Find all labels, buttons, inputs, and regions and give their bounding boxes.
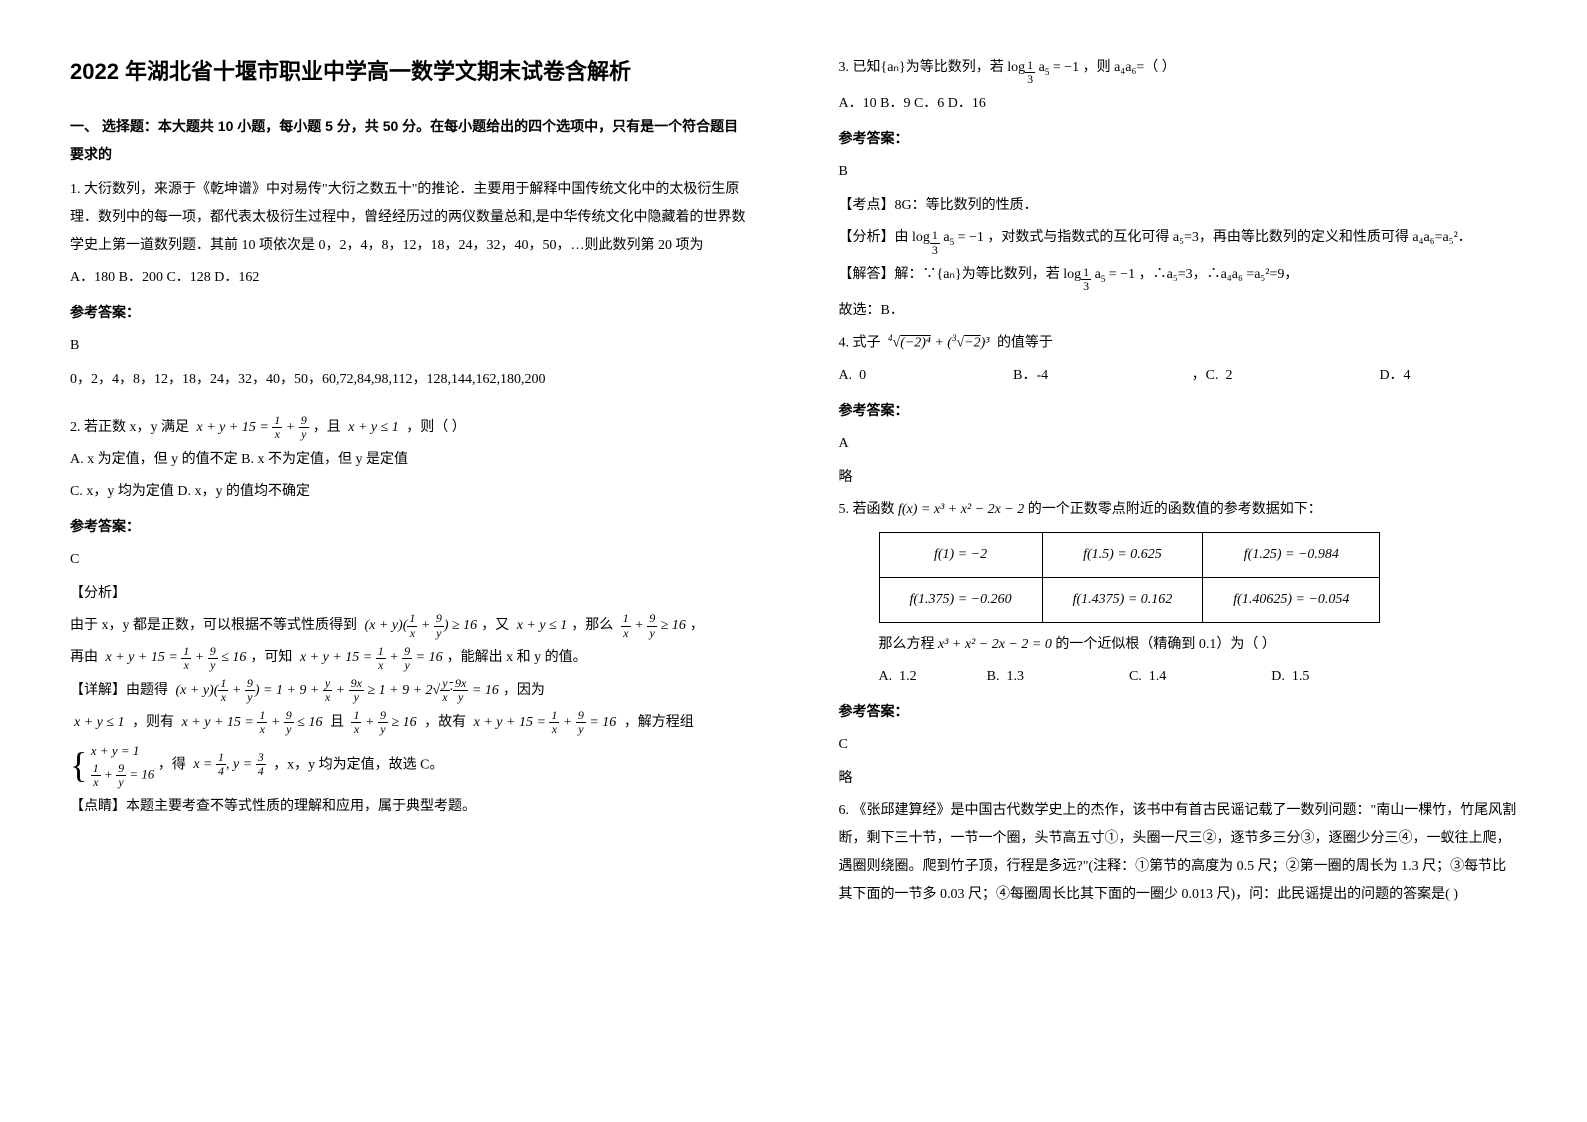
section-1-head: 一、 选择题：本大题共 10 小题，每小题 5 分，共 50 分。在每小题给出的… [70,112,749,168]
q4-options: A. 0 B．-4 ，C. 2 D．4 [839,362,1518,390]
q4-stem: 4. 式子 4√(−2)⁴ + (3√−2)³ 的值等于 [839,329,1518,358]
q2-detail-2: x + y ≤ 1 ，则有 x + y + 15 = 1x + 9y ≤ 16 … [70,709,749,737]
q3-answer: B [839,158,1518,186]
q2-answer-label: 参考答案： [70,512,749,540]
cell-r1c1: f(1) = −2 [879,532,1042,577]
q5-stem: 5. 若函数 f(x) = x³ + x² − 2x − 2 的一个正数零点附近… [839,496,1518,524]
q1-text: 1. 大衍数列，来源于《乾坤谱》中对易传"大衍之数五十"的推论．主要用于解释中国… [70,176,749,260]
exam-title: 2022 年湖北省十堰市职业中学高一数学文期末试卷含解析 [70,50,749,94]
cell-r2c1: f(1.375) = −0.260 [879,577,1042,622]
q5-fx: f(x) = x³ + x² − 2x − 2 [898,502,1024,517]
q1-options: A．180 B．200 C．128 D．162 [70,264,749,292]
q5-answer: C [839,731,1518,759]
q5-expl: 略 [839,765,1518,793]
q4-answer: A [839,430,1518,458]
q4-formula: 4√(−2)⁴ + (3√−2)³ [888,329,989,358]
q2-note: 【点睛】本题主要考查不等式性质的理解和应用，属于典型考题。 [70,793,749,821]
cell-r2c3: f(1.40625) = −0.054 [1203,577,1380,622]
q2-analysis-1: 由于 x，y 都是正数，可以根据不等式性质得到 (x + y)(1x + 9y)… [70,612,749,640]
q1-answer-label: 参考答案： [70,298,749,326]
q3-e4: 故选：B． [839,297,1518,325]
q3-stem: 3. 已知{aₙ}为等比数列，若 log13 a5 = −1 ，则 a₄a₆=（… [839,54,1518,86]
q5-table: f(1) = −2 f(1.5) = 0.625 f(1.25) = −0.98… [879,532,1381,623]
q2-option-a: A. x 为定值，但 y 的值不定 B. x 不为定值，但 y 是定值 [70,446,749,474]
log-expr-2: log13 a5 = −1 [912,230,987,245]
q3-e1: 【考点】8G：等比数列的性质． [839,192,1518,220]
q6-text: 6. 《张邱建算经》是中国古代数学史上的杰作，该书中有首古民谣记载了一数列问题：… [839,797,1518,909]
left-column: 2022 年湖北省十堰市职业中学高一数学文期末试卷含解析 一、 选择题：本大题共… [70,50,749,913]
q4-answer-label: 参考答案： [839,396,1518,424]
q4-expl: 略 [839,464,1518,492]
q2-formula-1: x + y + 15 = 1x + 9y [197,414,309,442]
q3-e3: 【解答】解：∵{aₙ}为等比数列，若 log13 a5 = −1 ，∴a₅=3，… [839,261,1518,293]
q3-answer-label: 参考答案： [839,124,1518,152]
q5-answer-label: 参考答案： [839,697,1518,725]
q5-question: 那么方程 x³ + x² − 2x − 2 = 0 的一个近似根（精确到 0.1… [839,631,1518,659]
q2-formula-2: x + y ≤ 1 [348,414,399,442]
log-expr-3: log13 a5 = −1 [1063,267,1138,282]
cell-r2c2: f(1.4375) = 0.162 [1042,577,1203,622]
q2-option-c: C. x，y 均为定值 D. x，y 的值均不确定 [70,478,749,506]
analysis-label: 【分析】 [70,580,749,608]
q2-a1-formula: (x + y)(1x + 9y) ≥ 16 [365,612,478,640]
q3-options: A．10 B．9 C．6 D．16 [839,90,1518,118]
q2-analysis-2: 再由 x + y + 15 = 1x + 9y ≤ 16 ，可知 x + y +… [70,644,749,672]
q2-stem: 2. 若正数 x，y 满足 x + y + 15 = 1x + 9y ，且 x … [70,414,749,442]
q2-pre: 2. 若正数 x，y 满足 [70,420,189,435]
log-expr-1: log13 a5 = −1 [1007,60,1082,75]
q1-explanation: 0，2，4，8，12，18，24，32，40，50，60,72,84,98,11… [70,366,749,394]
cell-r1c3: f(1.25) = −0.984 [1203,532,1380,577]
q2-system: { x + y = 1 1x + 9y = 16 ，得 x = 14, y = … [70,741,749,789]
q2-detail: 【详解】由题得 (x + y)(1x + 9y) = 1 + 9 + yx + … [70,677,749,705]
q3-e2: 【分析】由 log13 a5 = −1 ，对数式与指数式的互化可得 a₅=3，再… [839,224,1518,256]
q1-answer: B [70,332,749,360]
q2-answer: C [70,546,749,574]
cell-r1c2: f(1.5) = 0.625 [1042,532,1203,577]
q5-options: A. 1.2 B. 1.3 C. 1.4 D. 1.5 [839,663,1518,691]
right-column: 3. 已知{aₙ}为等比数列，若 log13 a5 = −1 ，则 a₄a₆=（… [839,50,1518,913]
q2-post: ，则（ ） [406,420,466,435]
